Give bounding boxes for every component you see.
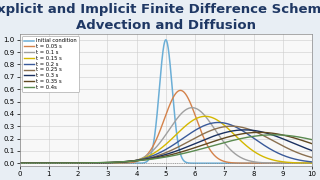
Line: t = 0.2 s: t = 0.2 s [20,122,312,163]
t = 0.2 s [310,161,314,163]
Initial condition [33,162,36,164]
Line: t = 0.35 s: t = 0.35 s [20,132,312,163]
t = 0.3 s [152,156,156,159]
Initial condition [160,61,164,63]
Initial condition [302,162,306,164]
t = 0.3 s [243,129,247,131]
t = 0.2 s [302,160,306,162]
t = 0.1 s [33,162,36,164]
t = 0.1 s [18,162,21,164]
t = 0.25 s [230,125,234,127]
t = 0.1 s [248,160,252,162]
t = 0.25 s [302,154,306,156]
t = 0.35 s [302,140,306,142]
t = 0.25 s [18,162,21,164]
t = 0.25 s [310,156,314,159]
Initial condition [164,39,168,41]
t = 0.3 s [18,162,21,164]
t = 0.4s [272,134,276,136]
t = 0.15 s [302,162,306,164]
t = 0.05 s [33,162,36,164]
t = 0.05 s [152,143,156,145]
t = 0.4s [302,137,306,139]
t = 0.35 s [18,162,21,164]
t = 0.35 s [160,156,164,158]
t = 0.3 s [248,129,252,131]
t = 0.4s [160,157,164,159]
t = 0.05 s [310,162,314,164]
Initial condition [152,139,156,141]
t = 0.25 s [302,154,306,156]
t = 0.2 s [216,121,220,123]
t = 0.15 s [152,152,156,154]
t = 0.15 s [248,148,252,150]
t = 0.2 s [248,135,252,137]
t = 0.2 s [18,162,21,164]
t = 0.4s [18,162,21,164]
Legend: Initial condition, t = 0.05 s, t = 0.1 s, t = 0.15 s, t = 0.2 s, t = 0.25 s, t =: Initial condition, t = 0.05 s, t = 0.1 s… [22,36,79,92]
t = 0.35 s [310,143,314,145]
t = 0.1 s [310,162,314,164]
t = 0.05 s [302,162,306,164]
Title: Explicit and Implicit Finite Difference Schemes:
Advection and Diffusion: Explicit and Implicit Finite Difference … [0,3,320,32]
t = 0.25 s [33,162,36,164]
t = 0.3 s [302,146,306,148]
Line: t = 0.1 s: t = 0.1 s [20,108,312,163]
Initial condition [302,162,306,164]
t = 0.3 s [302,146,306,148]
t = 0.1 s [160,139,164,141]
Initial condition [310,162,314,164]
t = 0.15 s [160,147,164,149]
t = 0.3 s [33,162,36,164]
t = 0.25 s [160,153,164,155]
t = 0.05 s [18,162,21,164]
t = 0.15 s [18,162,21,164]
Line: t = 0.05 s: t = 0.05 s [20,90,312,163]
Initial condition [18,162,21,164]
t = 0.3 s [310,150,314,152]
t = 0.35 s [302,140,306,142]
t = 0.35 s [248,132,252,134]
t = 0.1 s [302,162,306,164]
t = 0.1 s [302,162,306,164]
t = 0.4s [33,162,36,164]
t = 0.2 s [152,154,156,156]
t = 0.25 s [248,129,252,131]
t = 0.1 s [190,107,194,109]
Line: Initial condition: Initial condition [20,40,312,163]
t = 0.2 s [33,162,36,164]
t = 0.4s [302,137,306,139]
Line: t = 0.3 s: t = 0.3 s [20,130,312,163]
t = 0.15 s [310,162,314,164]
t = 0.15 s [302,162,306,164]
t = 0.05 s [160,125,164,127]
t = 0.15 s [33,162,36,164]
t = 0.35 s [152,157,156,159]
t = 0.3 s [160,154,164,157]
Line: t = 0.25 s: t = 0.25 s [20,126,312,163]
t = 0.4s [248,136,252,138]
t = 0.2 s [302,160,306,162]
t = 0.4s [310,139,314,141]
Initial condition [248,162,252,164]
t = 0.35 s [258,131,261,133]
t = 0.05 s [248,162,252,164]
t = 0.2 s [160,151,164,153]
t = 0.35 s [33,162,36,164]
t = 0.25 s [152,156,156,158]
Line: t = 0.15 s: t = 0.15 s [20,116,312,163]
t = 0.15 s [203,115,207,117]
t = 0.4s [152,158,156,160]
Line: t = 0.4s: t = 0.4s [20,135,312,163]
t = 0.05 s [179,89,182,91]
t = 0.1 s [152,148,156,150]
t = 0.05 s [302,162,306,164]
